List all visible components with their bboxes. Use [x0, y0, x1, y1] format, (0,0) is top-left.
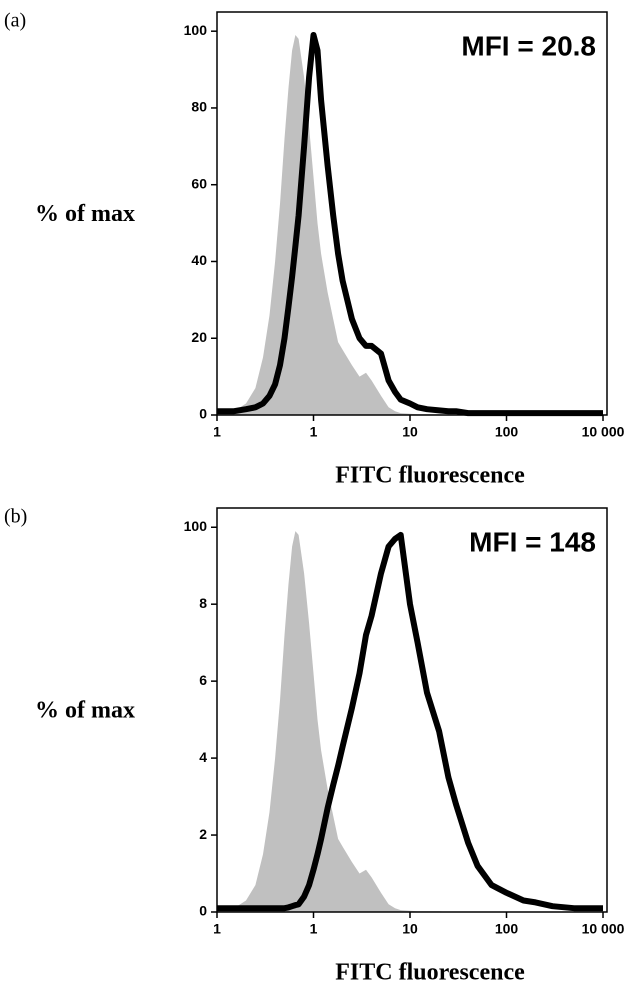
plot-frame	[216, 507, 608, 913]
y-tick-label: 8	[199, 595, 207, 611]
y-axis-label: % of max	[35, 698, 135, 724]
y-tick-label: 40	[191, 252, 207, 268]
y-axis-label: % of max	[35, 201, 135, 227]
y-tick-label: 20	[191, 329, 207, 345]
y-tick-label: 4	[199, 749, 207, 765]
y-tick-label: 2	[199, 826, 207, 842]
plot-frame	[216, 11, 608, 416]
x-tick-label: 1	[213, 921, 221, 937]
x-tick-label: 10	[402, 424, 418, 440]
y-tick-label: 60	[191, 175, 207, 191]
y-tick-label: 100	[184, 22, 208, 38]
panel-label: (b)	[4, 506, 27, 528]
x-axis-label: FITC fluorescence	[335, 463, 525, 489]
y-tick-label: 0	[199, 903, 207, 919]
x-tick-label: 1	[213, 424, 221, 440]
x-axis-label: FITC fluorescence	[335, 960, 525, 981]
x-tick-label: 1	[310, 424, 318, 440]
y-tick-label: 80	[191, 99, 207, 115]
x-tick-label: 1	[310, 921, 318, 937]
y-tick-label: 0	[199, 406, 207, 422]
x-tick-label: 10	[402, 921, 418, 937]
x-tick-label: 10 000	[582, 921, 625, 937]
area	[217, 531, 603, 912]
line	[217, 32, 603, 417]
x-tick-label: 10 000	[582, 424, 625, 440]
x-tick-label: 100	[495, 424, 519, 440]
area	[217, 35, 603, 415]
line	[217, 531, 603, 912]
annotation: MFI = 20.8	[461, 30, 596, 61]
panel-label: (a)	[4, 10, 26, 32]
x-tick-label: 100	[495, 921, 519, 937]
y-tick-label: 100	[184, 518, 208, 534]
annotation: MFI = 148	[469, 526, 596, 557]
y-tick-label: 6	[199, 672, 207, 688]
